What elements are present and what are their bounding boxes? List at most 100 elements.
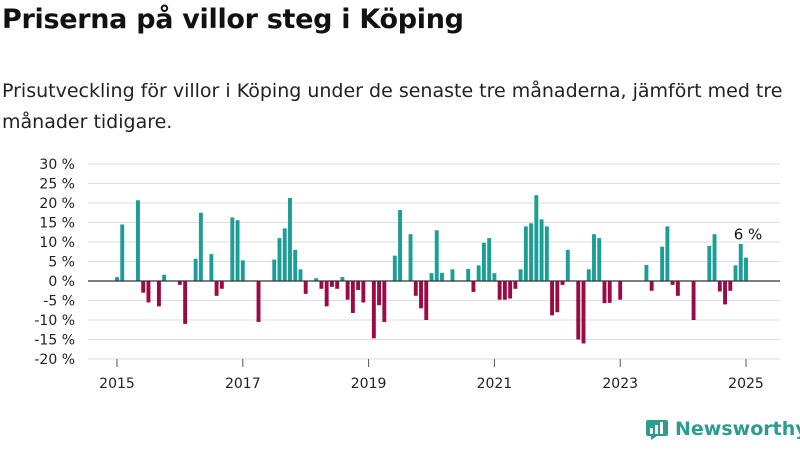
y-tick-label: 10 % <box>39 235 75 251</box>
bar <box>413 281 418 296</box>
bar <box>198 212 203 281</box>
bar <box>665 226 670 281</box>
y-tick-label: 25 % <box>39 177 75 193</box>
bar <box>141 281 146 293</box>
y-tick-label: 15 % <box>39 216 75 232</box>
newsworthy-logo: Newsworthy <box>645 418 800 440</box>
y-axis: -20 % -15 % -10 % -5 % 0 % 5 % 10 % 15 % 20 % 25 … <box>34 157 75 368</box>
bar <box>487 238 492 281</box>
bar <box>565 249 570 281</box>
x-tick-label: 2015 <box>99 376 135 392</box>
bar <box>115 277 119 281</box>
bar <box>476 265 481 281</box>
bar <box>492 273 497 281</box>
bar <box>675 281 680 296</box>
bar <box>214 281 219 296</box>
y-tick-label: -5 % <box>43 294 75 310</box>
bar <box>660 246 665 281</box>
bar <box>156 281 161 307</box>
bar <box>576 281 581 340</box>
bar <box>471 281 476 292</box>
bar <box>356 281 361 290</box>
bar <box>502 281 507 300</box>
x-tick-label: 2025 <box>728 376 764 392</box>
bar <box>282 228 287 281</box>
bar <box>539 219 544 281</box>
bar <box>361 281 366 303</box>
bar <box>219 281 224 289</box>
bar <box>382 281 387 322</box>
bar <box>644 265 649 281</box>
bar <box>183 281 188 324</box>
bar <box>712 234 717 281</box>
bar <box>728 281 733 291</box>
bar <box>717 281 722 292</box>
bar <box>146 281 151 303</box>
bar <box>408 234 413 281</box>
bar <box>534 195 539 281</box>
bar <box>518 269 523 281</box>
bar <box>377 281 382 306</box>
bar <box>345 281 350 300</box>
bar <box>298 269 303 281</box>
x-axis: 2015 2017 2019 2021 2023 2025 <box>99 359 764 392</box>
bar <box>529 223 534 281</box>
bar <box>744 257 748 281</box>
bar <box>398 210 402 281</box>
bar <box>392 255 397 281</box>
bar <box>193 258 198 281</box>
bar <box>602 281 607 304</box>
bar <box>272 259 277 281</box>
bar <box>340 277 345 281</box>
bar <box>707 245 712 281</box>
x-tick-label: 2021 <box>477 376 513 392</box>
bar <box>350 281 355 313</box>
bar <box>523 226 528 281</box>
bar <box>555 281 560 313</box>
bar <box>293 249 298 281</box>
bar <box>303 281 308 294</box>
x-tick-label: 2019 <box>351 376 387 392</box>
bar <box>550 281 555 316</box>
bar <box>177 281 182 285</box>
last-value-label: 6 % <box>734 226 763 244</box>
bar <box>120 224 125 281</box>
bar <box>419 281 423 309</box>
bar <box>581 281 586 344</box>
bar <box>450 269 455 281</box>
bar <box>235 220 240 281</box>
chart-title: Priserna på villor steg i Köping <box>2 4 464 35</box>
bar <box>508 281 513 299</box>
bar <box>738 243 743 281</box>
bar <box>329 281 334 287</box>
bar <box>560 281 565 285</box>
chart-subtitle: Prisutveckling för villor i Köping under… <box>2 80 783 133</box>
bar <box>240 260 245 281</box>
bar <box>371 281 376 339</box>
bar <box>256 281 261 322</box>
bar <box>429 273 434 281</box>
gridlines <box>88 163 780 360</box>
bar <box>277 238 282 281</box>
y-tick-label: -20 % <box>34 352 75 368</box>
bar <box>466 268 471 281</box>
bar <box>230 217 235 281</box>
bar <box>607 281 612 303</box>
bar <box>314 278 319 281</box>
bars <box>88 195 780 344</box>
bar <box>592 234 596 281</box>
bar <box>649 281 654 291</box>
bar <box>288 197 292 281</box>
brand-name: Newsworthy <box>675 418 800 440</box>
y-tick-label: -15 % <box>34 333 75 349</box>
bar <box>319 281 324 289</box>
bar <box>670 281 675 285</box>
y-tick-label: -10 % <box>34 313 75 329</box>
newsworthy-logo-icon <box>646 420 668 440</box>
bar <box>209 254 214 281</box>
bar <box>162 274 167 281</box>
bar <box>723 281 727 305</box>
bar <box>136 200 140 281</box>
y-tick-label: 30 % <box>39 157 75 173</box>
